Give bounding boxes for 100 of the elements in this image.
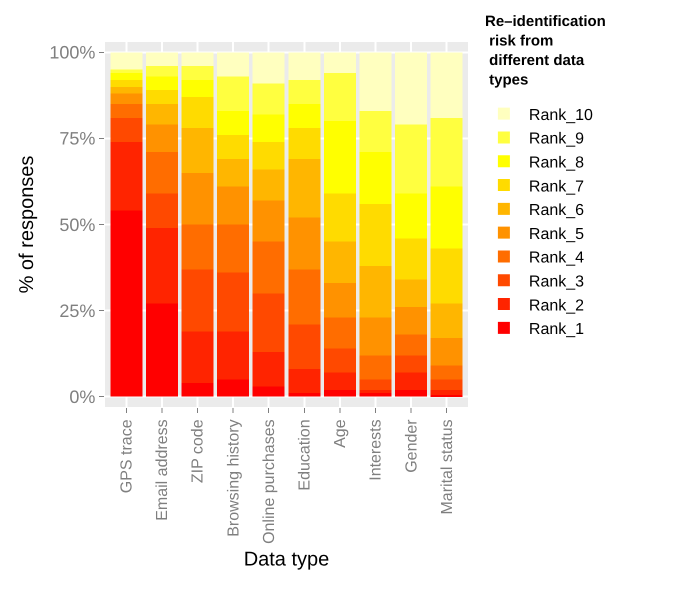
y-tick-label: 50% <box>59 214 96 235</box>
bar <box>146 304 178 397</box>
x-tick-label: Gender <box>403 418 420 473</box>
bar <box>252 114 285 142</box>
bar <box>110 86 142 94</box>
bar <box>146 228 178 304</box>
bar <box>217 331 250 380</box>
bar <box>146 152 178 194</box>
x-tick-label: ZIP code <box>190 419 207 484</box>
x-tick-label: GPS trace <box>118 419 136 494</box>
bar <box>110 210 142 397</box>
bar <box>252 169 285 200</box>
x-tick-label: Education <box>296 419 314 491</box>
bar <box>288 52 320 80</box>
x-tick-label: Email address <box>154 419 172 521</box>
bar <box>430 379 463 390</box>
legend-title: Re–identification risk from different data types <box>485 13 606 88</box>
bar <box>288 269 320 324</box>
bar <box>359 152 392 204</box>
x-tick-label: Interests <box>368 419 385 481</box>
bar <box>430 248 463 304</box>
bar <box>324 283 356 318</box>
bar <box>110 72 142 80</box>
bar <box>288 369 320 394</box>
bar <box>146 90 178 104</box>
bar <box>359 266 392 318</box>
bar <box>430 186 463 249</box>
bar <box>182 128 214 173</box>
bar <box>324 121 356 194</box>
bar <box>252 352 285 386</box>
bar <box>217 159 250 187</box>
y-tick-label: 25% <box>59 300 96 321</box>
bar <box>110 118 142 142</box>
bar <box>395 334 428 356</box>
bar <box>288 80 320 104</box>
bar <box>252 52 285 84</box>
bar <box>430 390 463 395</box>
bar <box>324 348 356 373</box>
bar <box>430 52 463 118</box>
bar <box>359 355 392 380</box>
bar <box>217 186 250 224</box>
bar <box>252 386 285 397</box>
legend-label: Rank_10 <box>528 106 594 124</box>
bar <box>217 76 250 111</box>
x-tick-label: Browsing history <box>225 419 242 537</box>
bar <box>182 52 214 66</box>
x-axis-title: Data type <box>244 548 330 570</box>
bar <box>146 66 178 76</box>
x-tick-label: Marital status <box>438 419 456 515</box>
bar <box>182 172 214 224</box>
bar <box>110 52 142 70</box>
bar <box>395 194 428 238</box>
x-tick-label: Online purchases <box>260 419 278 544</box>
bar <box>359 110 392 152</box>
bar <box>324 242 356 284</box>
bar <box>430 338 463 366</box>
bar <box>217 224 250 273</box>
legend-label: Rank_1 <box>528 321 584 338</box>
legend-label: Rank_8 <box>528 154 584 172</box>
bar <box>252 200 285 242</box>
bar <box>324 317 356 348</box>
bar <box>217 110 250 135</box>
bar <box>110 104 142 118</box>
bar <box>359 379 392 390</box>
bar <box>288 128 320 160</box>
bar <box>110 94 142 104</box>
bar <box>288 218 320 270</box>
bar <box>182 269 214 332</box>
bar <box>395 124 428 194</box>
bar <box>324 194 356 242</box>
bar <box>110 70 142 73</box>
bar <box>217 272 250 332</box>
bar <box>324 52 356 73</box>
bar <box>146 194 178 228</box>
legend-label: Rank_3 <box>528 273 584 290</box>
bar <box>146 52 178 66</box>
bar <box>395 238 428 280</box>
y-axis-title: % of responses <box>16 156 38 294</box>
bar <box>182 80 214 98</box>
bar <box>252 242 285 294</box>
bar <box>182 331 214 383</box>
bar <box>146 124 178 152</box>
bar <box>359 393 392 397</box>
legend-label: Rank_4 <box>528 250 584 267</box>
bar <box>288 159 320 218</box>
bar <box>182 382 214 397</box>
bar <box>182 224 214 270</box>
bar <box>430 304 463 338</box>
bar <box>359 317 392 356</box>
bar <box>146 104 178 125</box>
legend-label: Rank_6 <box>528 202 584 220</box>
y-tick-label: 100% <box>49 42 96 63</box>
legend-label: Rank_5 <box>528 226 584 243</box>
bar <box>359 204 392 266</box>
legend-label: Rank_2 <box>528 297 584 314</box>
bar <box>110 80 142 87</box>
x-tick-label: Age <box>332 419 350 448</box>
bar <box>395 280 428 308</box>
bar <box>217 52 250 76</box>
bar <box>110 142 142 211</box>
